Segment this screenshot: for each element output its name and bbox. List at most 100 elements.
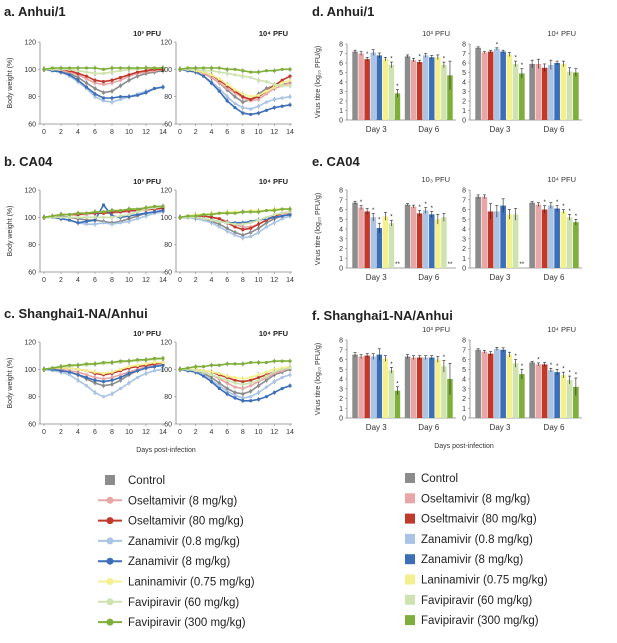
data-point — [217, 89, 221, 93]
data-point — [194, 66, 198, 70]
data-point — [84, 85, 89, 89]
data-point — [93, 95, 97, 99]
data-point — [144, 69, 148, 73]
data-point — [161, 85, 165, 89]
data-point — [256, 375, 261, 380]
legend-item: Oseltamivir (80 mg/kg) — [98, 516, 244, 528]
data-point — [256, 104, 261, 108]
y-tick-label: 100 — [24, 215, 36, 222]
y-tick-label: 100 — [160, 67, 172, 74]
data-point — [144, 358, 148, 362]
data-point — [241, 222, 245, 226]
data-point — [264, 385, 269, 389]
bar — [512, 63, 519, 120]
data-point — [233, 385, 237, 389]
data-point — [241, 377, 245, 381]
x-tick-label: 12 — [270, 429, 278, 436]
data-point — [110, 378, 114, 382]
data-point — [272, 69, 276, 73]
data-point — [101, 96, 106, 100]
legend-marker — [106, 537, 114, 545]
data-point — [118, 97, 123, 101]
data-point — [76, 78, 80, 82]
bar — [352, 202, 358, 268]
bar — [404, 204, 411, 268]
bar — [422, 357, 429, 418]
subplot-b-1: 60 80 100 120 10³ PFU 0 2 4 6 8 10 12 14 — [24, 177, 167, 284]
data-point — [249, 399, 253, 403]
data-point — [217, 66, 221, 70]
data-point — [225, 226, 229, 230]
x-tick-label: 12 — [270, 277, 278, 284]
data-point — [110, 382, 114, 386]
bar — [441, 64, 447, 120]
data-point — [249, 107, 253, 111]
x-tick-label: 6 — [93, 277, 97, 284]
data-point — [241, 380, 245, 384]
x-tick-label: 14 — [286, 277, 294, 284]
bar — [435, 359, 441, 418]
bar — [447, 75, 453, 120]
x-tick-label: 0 — [42, 277, 46, 284]
y-tick-label: 100 — [24, 67, 36, 74]
data-point — [241, 210, 245, 214]
category-label: Day 6 — [544, 125, 565, 134]
y-tick-label: 2 — [339, 396, 343, 403]
data-point — [42, 67, 46, 71]
data-point — [59, 365, 63, 369]
significance-marker: ** — [520, 262, 525, 268]
bar — [494, 348, 500, 418]
data-point — [288, 78, 292, 82]
data-point — [76, 75, 80, 80]
series-favipiravir-300-mg-kg- — [178, 65, 292, 75]
data-point — [67, 218, 72, 222]
data-point — [272, 370, 276, 374]
legend-marker — [106, 618, 114, 626]
x-tick-label: 12 — [142, 129, 150, 136]
data-point — [256, 373, 261, 377]
data-point — [127, 213, 131, 217]
y-tick-label: 5 — [462, 217, 466, 224]
data-point — [194, 369, 198, 373]
data-point — [101, 221, 106, 225]
data-point — [101, 395, 106, 399]
subplot-dose-label: 10³ PFU — [133, 329, 161, 338]
data-point — [209, 66, 214, 70]
legend-item: Favipiravir (60 mg/kg) — [405, 594, 532, 607]
category-label: Day 6 — [418, 423, 439, 432]
y-tick-label: 80 — [28, 394, 36, 401]
significance-marker: * — [396, 381, 399, 387]
data-point — [225, 362, 229, 366]
significance-marker: * — [537, 357, 540, 363]
data-point — [127, 365, 131, 369]
legend-label: Control — [128, 475, 165, 487]
y-tick-label: 100 — [160, 367, 172, 374]
data-point — [241, 100, 245, 104]
bar — [500, 205, 506, 268]
x-tick-label: 2 — [59, 129, 63, 136]
data-point — [135, 217, 140, 221]
bar — [376, 228, 383, 268]
data-point — [110, 96, 114, 100]
y-tick-label: 0 — [339, 416, 343, 423]
panel-e: e. CA04 Virus titre (log₁₀ PFU/g) 0 1 2 3 4 5 6 7… — [312, 154, 582, 282]
x-tick-label: 8 — [241, 429, 245, 436]
x-axis-label: Days post-infection — [434, 443, 494, 450]
panel-title: b. CA04 — [4, 154, 53, 169]
y-tick-label: 8 — [462, 338, 466, 345]
data-point — [144, 366, 148, 370]
data-point — [225, 82, 229, 86]
category-label: Day 3 — [366, 423, 387, 432]
data-point — [225, 386, 229, 391]
data-point — [161, 367, 165, 371]
data-point — [93, 362, 97, 366]
data-point — [118, 84, 123, 88]
subplot-dose-label: 10³ PFU — [422, 29, 450, 38]
y-tick-label: 100 — [160, 215, 172, 222]
bar — [535, 63, 542, 120]
data-point — [144, 206, 148, 210]
x-tick-label: 6 — [225, 429, 229, 436]
bar — [566, 379, 573, 418]
significance-marker: * — [431, 206, 434, 212]
x-tick-label: 0 — [178, 429, 182, 436]
